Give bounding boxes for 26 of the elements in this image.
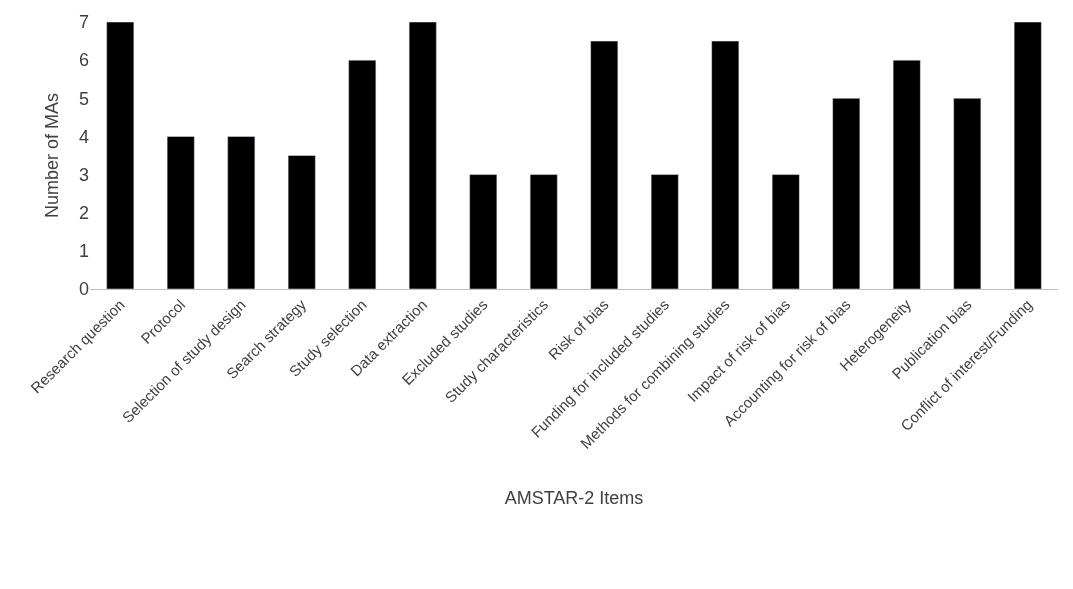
bar: [106, 22, 135, 289]
y-tick-label: 0: [78, 279, 89, 300]
bar: [832, 98, 861, 289]
bar: [711, 40, 740, 289]
y-tick-label: 7: [78, 12, 89, 33]
bar: [953, 98, 982, 289]
y-tick-label: 5: [78, 88, 89, 109]
y-axis-title: Number of MAs: [42, 92, 63, 219]
bar: [590, 40, 619, 289]
bar: [469, 174, 498, 289]
bar: [287, 155, 316, 289]
bar: [1013, 22, 1042, 289]
y-tick-label: 2: [78, 203, 89, 224]
y-tick-label: 3: [78, 164, 89, 185]
bar: [650, 174, 679, 289]
y-tick-label: 1: [78, 241, 89, 262]
bar: [771, 174, 800, 289]
x-axis-title: AMSTAR-2 Items: [504, 487, 644, 508]
bar: [529, 174, 558, 289]
bar: [166, 136, 195, 289]
bar: [227, 136, 256, 289]
bar: [348, 59, 377, 289]
bar: [408, 22, 437, 289]
y-tick-label: 6: [78, 50, 89, 71]
y-tick-label: 4: [78, 126, 89, 147]
bar: [892, 59, 921, 289]
